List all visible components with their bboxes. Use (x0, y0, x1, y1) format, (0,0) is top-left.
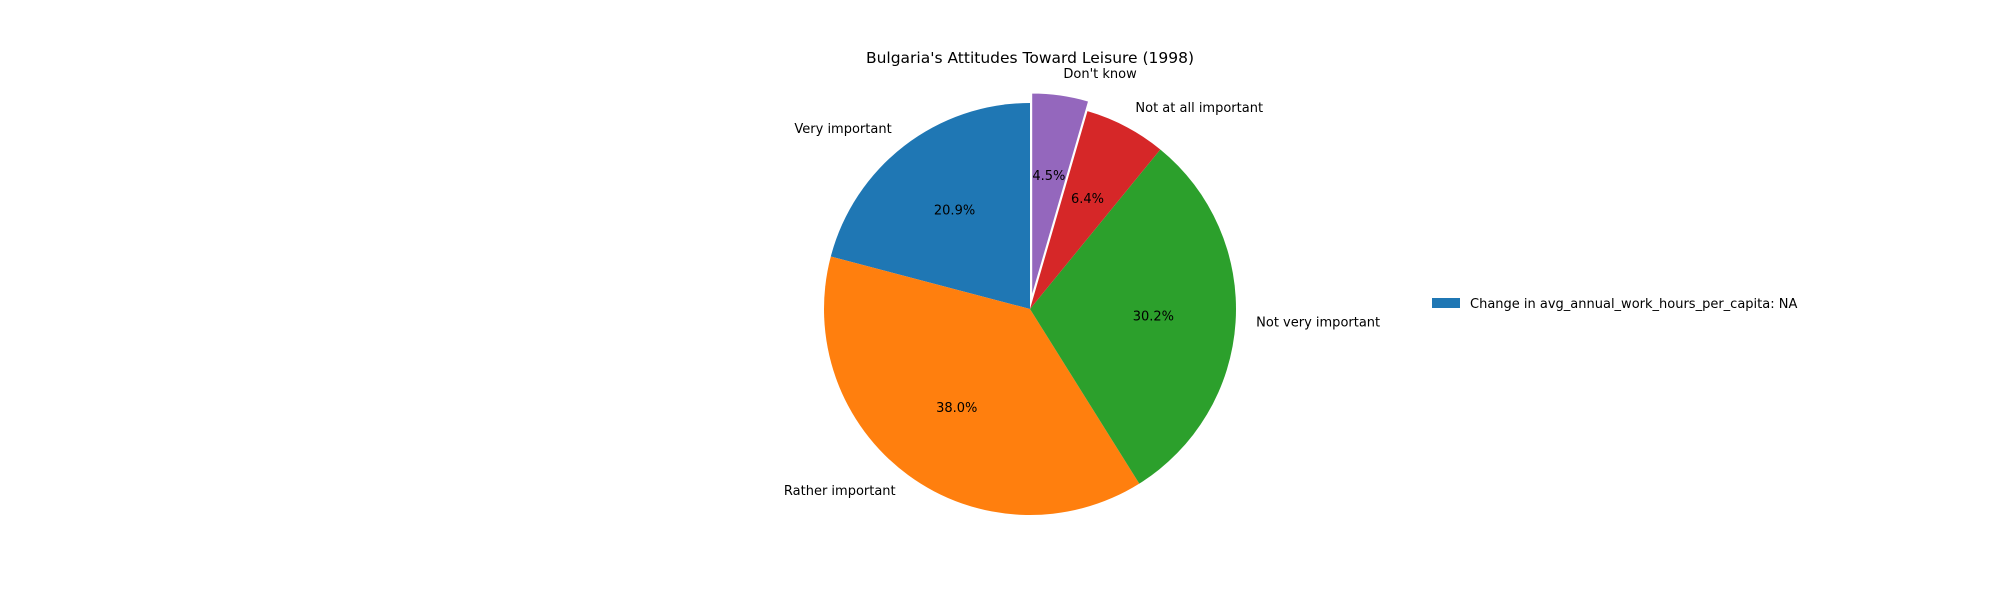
pie-slice-very-important (830, 103, 1030, 309)
legend-swatch (1432, 298, 1460, 308)
slice-label-don-t-know: Don't know (1063, 67, 1137, 82)
pie-slice-don-t-know (1030, 92, 1090, 300)
percent-labels: 20.9% 38.0% 30.2% 6.4% 4.5% (934, 169, 1174, 416)
pie-slice-rather-important (824, 256, 1140, 515)
pie-slice-not-at-all-important (1030, 111, 1161, 309)
slice-label-not-at-all-important: Not at all important (1135, 101, 1263, 116)
legend: Change in avg_annual_work_hours_per_capi… (1432, 297, 1797, 312)
percent-label-don-t-know: 4.5% (1032, 169, 1065, 184)
slice-label-very-important: Very important (794, 122, 891, 137)
percent-label-rather-important: 38.0% (936, 401, 977, 416)
chart-title: Bulgaria's Attitudes Toward Leisure (199… (866, 49, 1194, 67)
percent-label-not-at-all-important: 6.4% (1071, 192, 1104, 207)
pie-slice-not-very-important (1030, 149, 1236, 484)
slice-labels: Very important Rather important Not very i… (784, 67, 1380, 499)
percent-label-very-important: 20.9% (934, 204, 975, 219)
slice-label-rather-important: Rather important (784, 484, 896, 499)
legend-entry-label: Change in avg_annual_work_hours_per_capi… (1470, 297, 1797, 312)
slice-label-not-very-important: Not very important (1256, 316, 1380, 331)
percent-label-not-very-important: 30.2% (1133, 309, 1174, 324)
pie-slices (824, 92, 1236, 515)
